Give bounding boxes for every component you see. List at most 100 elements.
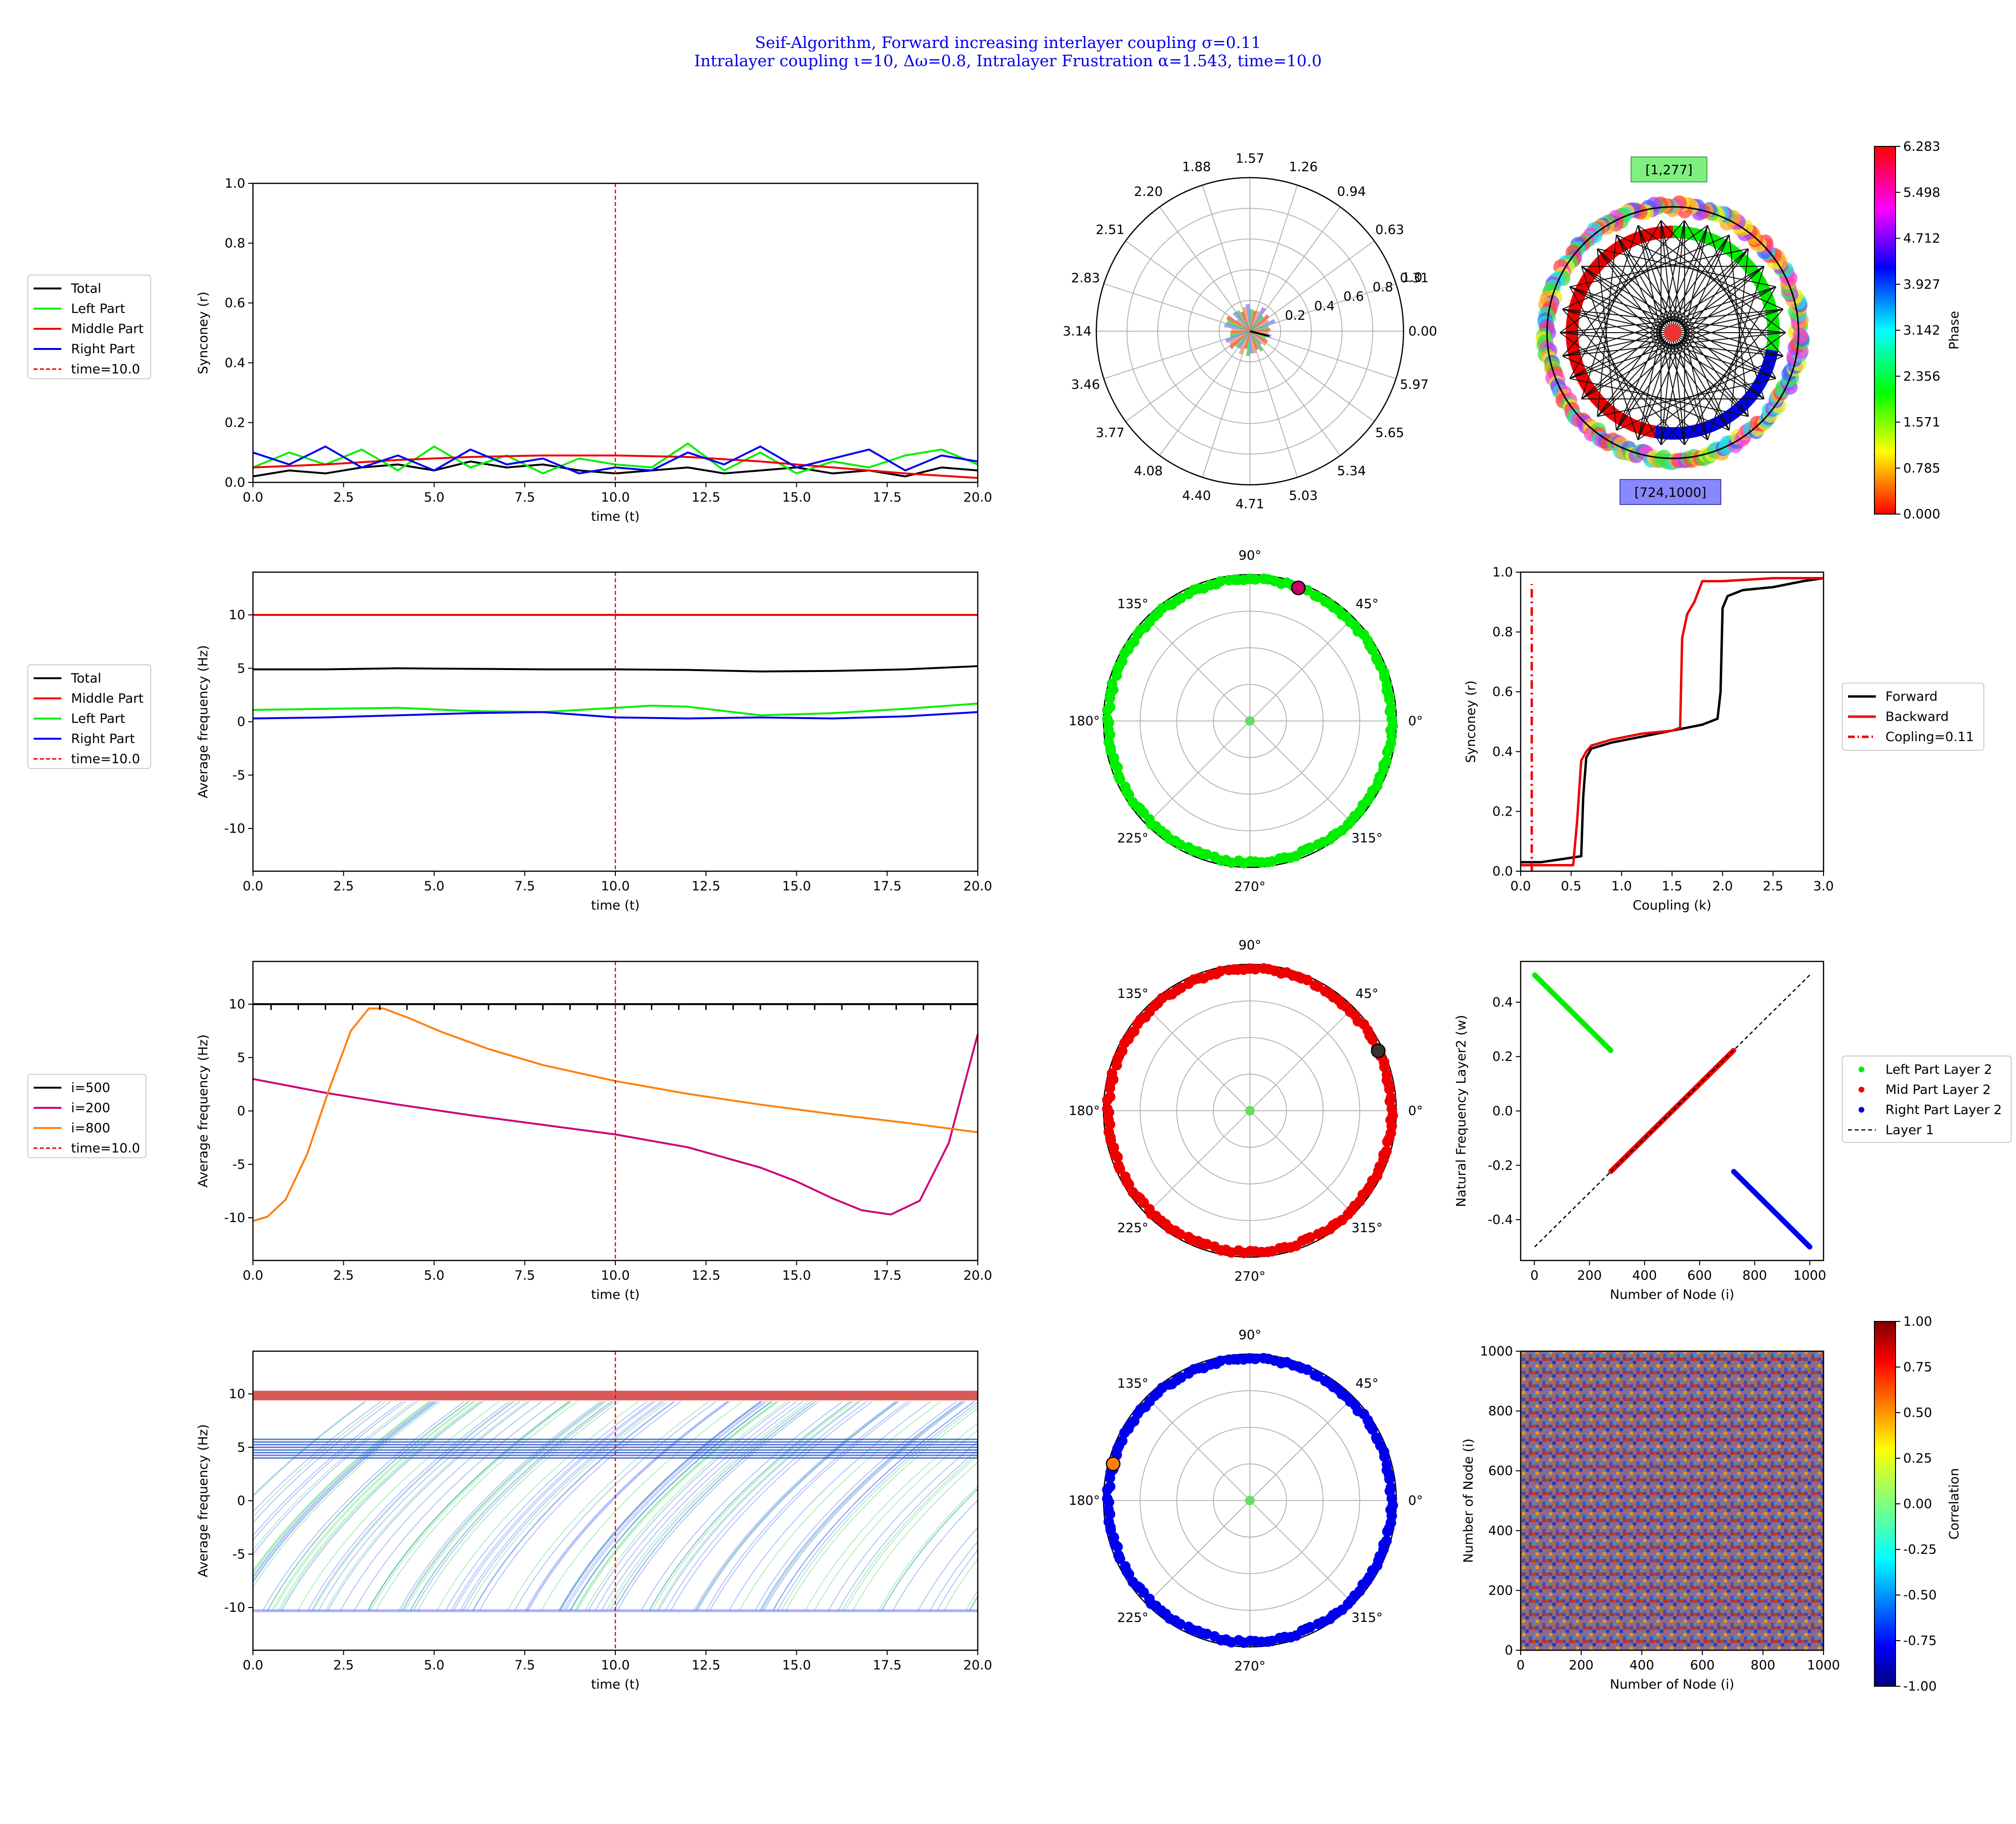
freq-all-trace xyxy=(709,1401,912,1611)
freq-all-trace xyxy=(595,1401,797,1611)
freq-all-trace xyxy=(540,1401,744,1611)
sync-time-xtick-label: 5.0 xyxy=(424,490,444,505)
freq-all-trace xyxy=(892,1499,978,1611)
hysteresis-ytick-label: 0.8 xyxy=(1492,625,1513,640)
polar-right-oscillator xyxy=(1175,1619,1186,1630)
polar-right-angle-label: 315° xyxy=(1351,1610,1382,1625)
network-edge xyxy=(1684,220,1776,379)
polar-mid-oscillator xyxy=(1258,963,1269,974)
polar-hist-angle-label: 3.14 xyxy=(1063,324,1092,339)
freq-all-ytick-label: -10 xyxy=(224,1600,245,1615)
polar-hist-angle-label: 1.26 xyxy=(1289,160,1318,175)
polar-hist-bar xyxy=(1233,311,1250,331)
polar-hist-bar xyxy=(1250,309,1254,331)
polar-right-angle-label: 180° xyxy=(1068,1493,1100,1508)
network-edge xyxy=(1728,235,1749,417)
sync-time-xtick-label: 15.0 xyxy=(782,490,811,505)
freq-parts-xtick-label: 10.0 xyxy=(601,879,630,894)
freq-all-trace xyxy=(584,1401,787,1611)
hysteresis-legend: Forward Backward Copling=0.11 xyxy=(1842,683,1984,751)
natural-freq-legend-label: Left Part Layer 2 xyxy=(1885,1062,1992,1077)
network-edge xyxy=(1581,266,1639,440)
polar-hist-order-vector xyxy=(1249,330,1270,337)
hysteresis-xtick-label: 0.0 xyxy=(1511,879,1531,894)
network-outer-node xyxy=(1792,328,1808,344)
freq-nodes-xtick-label: 0.0 xyxy=(243,1268,264,1283)
sync-time-ytick-label: 0.2 xyxy=(225,415,245,430)
polar-right-oscillator xyxy=(1123,1569,1134,1580)
freq-nodes-xlabel: time (t) xyxy=(591,1287,639,1302)
freq-all-trace xyxy=(665,1401,867,1611)
polar-hist-radial-tick: 0.6 xyxy=(1344,289,1364,304)
network-outer-ring xyxy=(1546,206,1800,459)
polar-right-tracked-node xyxy=(1105,1456,1121,1471)
network-edge xyxy=(1616,234,1784,310)
freq-all-trace xyxy=(277,1401,480,1611)
freq-all-trace xyxy=(828,1441,978,1611)
freq-all-trace xyxy=(1037,1402,1238,1611)
polar-mid-oscillator xyxy=(1112,1152,1123,1163)
polar-mid-oscillator xyxy=(1115,1164,1126,1175)
freq-nodes-legend: i=500 i=200 i=800 time=10.0 xyxy=(27,1074,146,1158)
polar-hist-angle-label: 1.57 xyxy=(1236,151,1264,166)
natural-freq-plot-area xyxy=(1520,960,1824,1261)
freq-all-trace xyxy=(262,1401,465,1611)
polar-right-angle-label: 0° xyxy=(1408,1493,1423,1508)
freq-nodes-xtick-label: 5.0 xyxy=(424,1268,444,1283)
freq-nodes-ytick-label: 0 xyxy=(237,1104,245,1119)
freq-nodes-ytick-label: 10 xyxy=(229,997,245,1012)
freq-all-trace xyxy=(451,1401,653,1611)
network-colorbar-label: 5.498 xyxy=(1903,185,1940,200)
freq-all-trace xyxy=(640,1401,843,1611)
freq-nodes-xtick-label: 10.0 xyxy=(601,1268,630,1283)
freq-all-trace xyxy=(613,1401,816,1611)
freq-all-trace xyxy=(370,1401,573,1611)
freq-all-trace xyxy=(453,1401,656,1611)
freq-all-trace xyxy=(528,1401,730,1611)
freq-all-trace xyxy=(852,1462,978,1611)
polar-hist-bar xyxy=(1246,331,1250,356)
polar-hist-spoke xyxy=(1249,331,1341,456)
natural-freq-legend-marker xyxy=(1859,1067,1864,1072)
polar-right-oscillator xyxy=(1115,1553,1126,1564)
polar-hist-chart: 0.00 0.31 0.63 0.94 1.26 1.57 1.88 2.20 2.51 2.83… xyxy=(1063,151,1437,512)
freq-all-trace xyxy=(617,1401,819,1611)
freq-all-trace xyxy=(881,1488,978,1611)
polar-hist-bar xyxy=(1231,328,1250,331)
freq-all-trace xyxy=(612,1401,816,1611)
freq-parts-ytick-label: -10 xyxy=(224,821,245,836)
correlation-colorbar-label: 0.75 xyxy=(1903,1360,1932,1375)
freq-all-trace xyxy=(936,1549,978,1611)
freq-all-trace xyxy=(402,1401,605,1611)
sync-time-ylabel: Synconey (r) xyxy=(196,291,211,374)
polar-left-oscillator xyxy=(1102,705,1113,716)
sync-time-legend-label: Middle Part xyxy=(71,322,144,336)
network-edge xyxy=(1570,248,1749,288)
freq-all-xtick-label: 2.5 xyxy=(333,1658,354,1673)
freq-parts-xtick-label: 15.0 xyxy=(782,879,811,894)
freq-all-trace xyxy=(253,1401,415,1551)
polar-right-oscillator xyxy=(1305,1622,1316,1632)
correlation-colorbar xyxy=(1874,1321,1896,1687)
freq-all-trace xyxy=(706,1401,909,1611)
polar-left-spoke xyxy=(1146,617,1250,721)
freq-parts-legend: Total Middle Part Left Part Right Part time=… xyxy=(27,664,151,769)
freq-all-trace xyxy=(367,1401,570,1611)
freq-all-trace xyxy=(728,1401,931,1611)
polar-right-angle-label: 225° xyxy=(1117,1610,1149,1625)
network-edge xyxy=(1597,248,1776,288)
freq-all-trace xyxy=(917,1526,978,1611)
polar-mid-oscillator xyxy=(1123,1179,1134,1190)
freq-all-trace xyxy=(473,1401,675,1611)
freq-all-ylabel: Average frequency (Hz) xyxy=(196,1424,211,1577)
freq-nodes-ylabel: Average frequency (Hz) xyxy=(196,1034,211,1188)
network-edge xyxy=(1562,234,1729,310)
freq-all-trace xyxy=(658,1401,861,1611)
freq-all-trace xyxy=(763,1401,966,1611)
polar-hist-bar xyxy=(1250,307,1266,331)
polar-hist-spoke xyxy=(1249,206,1341,332)
correlation-colorbar-label: -0.25 xyxy=(1903,1542,1937,1557)
correlation-colorbar-label: 0.50 xyxy=(1903,1405,1932,1420)
polar-left-oscillator xyxy=(1371,653,1382,664)
